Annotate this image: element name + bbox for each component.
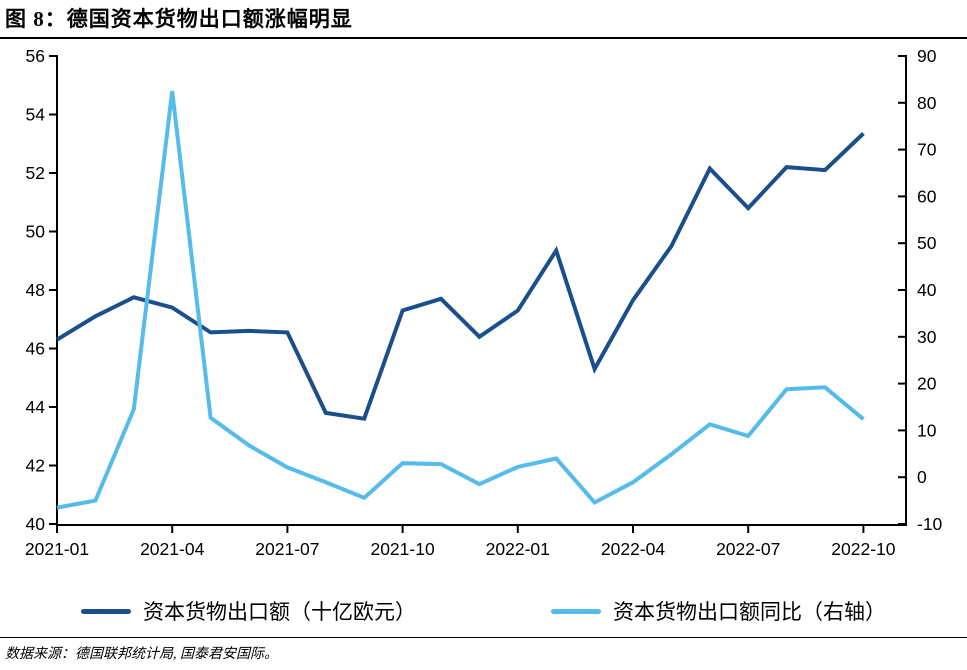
left-axis-tick-label: 50	[26, 222, 46, 242]
x-axis-tick-label: 2022-07	[716, 539, 780, 559]
x-axis-tick-label: 2021-04	[140, 539, 204, 559]
right-axis-tick-label: 10	[917, 420, 937, 440]
right-axis-tick-label: 60	[917, 186, 937, 206]
left-axis-tick-label: 40	[26, 514, 46, 534]
chart-title: 图 8：德国资本货物出口额涨幅明显	[5, 7, 353, 31]
right-axis-tick-label: 40	[917, 280, 937, 300]
legend-swatch-yoy	[551, 608, 601, 614]
left-axis-tick-label: 54	[26, 105, 46, 125]
legend-item-exports: 资本货物出口额（十亿欧元）	[81, 596, 416, 626]
series-line-1	[56, 90, 865, 510]
footer-divider	[0, 637, 967, 638]
chart-canvas: 40 42 44 46 48 50 52 54 56 -10 0 10 20 30 40 50 60 70 80 90…	[25, 46, 943, 559]
right-axis-tick-label: -10	[917, 514, 943, 534]
x-axis-tick-label: 2021-10	[370, 539, 434, 559]
legend-swatch-exports	[81, 608, 131, 614]
right-axis-tick-label: 90	[917, 46, 937, 66]
title-divider	[0, 37, 967, 39]
legend-label-exports: 资本货物出口额（十亿欧元）	[143, 600, 416, 624]
right-axis-tick-label: 30	[917, 327, 937, 347]
legend-label-yoy: 资本货物出口额同比（右轴）	[613, 600, 886, 624]
left-axis-tick-label: 46	[26, 339, 45, 359]
right-axis-tick-label: 50	[917, 233, 937, 253]
x-axis-tick-label: 2021-07	[255, 539, 319, 559]
right-axis-tick-label: 70	[917, 140, 937, 160]
right-axis-tick-label: 80	[917, 93, 937, 113]
left-axis-tick-label: 42	[26, 456, 45, 476]
left-axis-tick-label: 52	[26, 163, 45, 183]
right-axis-tick-label: 0	[917, 467, 927, 487]
chart-legend: 资本货物出口额（十亿欧元） 资本货物出口额同比（右轴）	[0, 596, 967, 626]
x-axis-tick-label: 2022-01	[486, 539, 550, 559]
left-axis-tick-label: 48	[26, 280, 45, 300]
x-axis-tick-label: 2022-04	[601, 539, 665, 559]
x-axis-tick-label: 2021-01	[25, 539, 89, 559]
series-line-0	[55, 132, 865, 421]
right-axis-tick-label: 20	[917, 374, 937, 394]
left-axis-tick-label: 56	[26, 46, 45, 66]
left-axis-tick-label: 44	[26, 397, 46, 417]
axis-frame	[56, 55, 907, 526]
legend-item-yoy: 资本货物出口额同比（右轴）	[551, 596, 886, 626]
source-note: 数据来源：德国联邦统计局, 国泰君安国际。	[5, 647, 278, 662]
x-axis-tick-label: 2022-10	[831, 539, 895, 559]
